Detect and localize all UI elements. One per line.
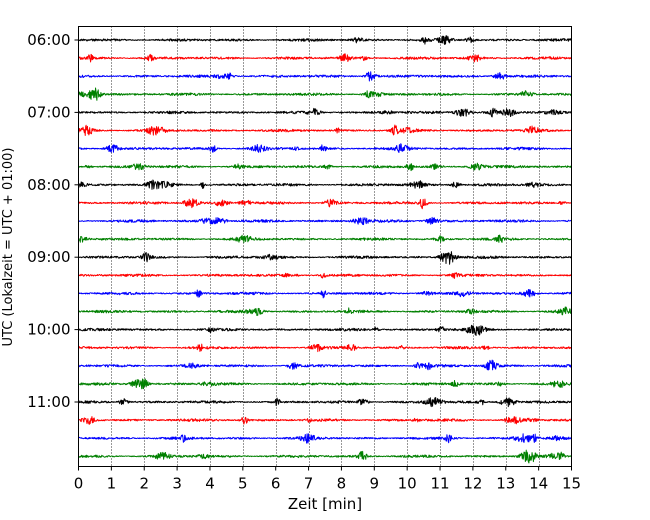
x-axis-ticks: 0 1 2 3 4 5 6 7 8 9 10 11 12 13 14 15 — [74, 466, 581, 493]
trace-1015 — [78, 343, 572, 353]
trace-0945 — [78, 306, 572, 316]
trace-0615 — [78, 53, 572, 63]
grid-layer — [111, 26, 540, 467]
trace-0830 — [78, 216, 572, 226]
trace-0645 — [78, 87, 572, 101]
trace-0930 — [78, 289, 572, 299]
x-tick-label: 0 — [74, 475, 84, 493]
traces-layer — [78, 35, 572, 464]
trace-1145 — [78, 449, 572, 464]
x-tick-label: 10 — [398, 475, 417, 493]
y-tick-label: 08:00 — [27, 176, 70, 194]
y-tick-label: 09:00 — [27, 248, 70, 266]
x-axis-label: Zeit [min] — [288, 495, 362, 513]
trace-1000 — [78, 324, 572, 337]
trace-1115 — [78, 416, 572, 425]
trace-0730 — [78, 143, 572, 153]
trace-1045 — [78, 378, 572, 390]
x-tick-label: 7 — [304, 475, 314, 493]
trace-0815 — [78, 198, 572, 210]
x-tick-label: 11 — [430, 475, 449, 493]
trace-1130 — [78, 433, 572, 444]
x-tick-label: 13 — [496, 475, 515, 493]
x-tick-label: 6 — [271, 475, 281, 493]
x-tick-label: 14 — [529, 475, 548, 493]
y-tick-label: 11:00 — [27, 393, 70, 411]
y-tick-label: 10:00 — [27, 321, 70, 339]
x-tick-label: 2 — [139, 475, 149, 493]
x-tick-label: 3 — [172, 475, 182, 493]
trace-0800 — [78, 179, 572, 190]
x-tick-label: 5 — [238, 475, 248, 493]
trace-0715 — [78, 124, 572, 137]
plot-frame — [78, 26, 572, 467]
trace-0745 — [78, 162, 572, 172]
trace-0700 — [78, 107, 572, 118]
y-tick-label: 07:00 — [27, 103, 70, 121]
y-axis-label: UTC (Lokalzeit = UTC + 01:00) — [1, 148, 16, 347]
trace-0845 — [78, 234, 572, 243]
x-tick-label: 12 — [463, 475, 482, 493]
trace-0900 — [78, 251, 572, 265]
trace-1030 — [78, 359, 572, 371]
x-tick-label: 4 — [205, 475, 215, 493]
y-tick-label: 06:00 — [27, 31, 70, 49]
x-tick-label: 9 — [370, 475, 380, 493]
x-tick-label: 15 — [562, 475, 581, 493]
trace-1100 — [78, 397, 572, 408]
trace-0915 — [78, 272, 572, 279]
x-tick-label: 8 — [337, 475, 347, 493]
y-axis-ticks: 06:00 07:00 08:00 09:00 10:00 11:00 — [27, 31, 79, 411]
x-tick-label: 1 — [107, 475, 117, 493]
trace-0600 — [78, 35, 572, 45]
trace-0630 — [78, 71, 572, 82]
